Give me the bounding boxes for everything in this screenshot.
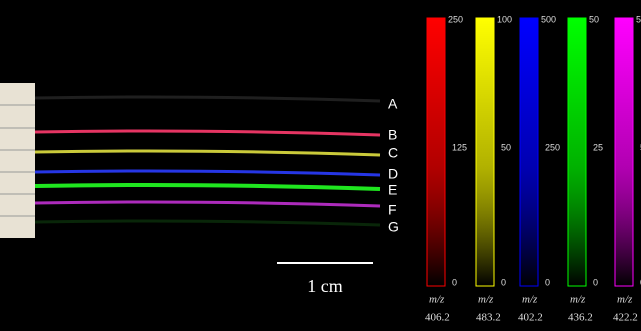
colorbar-max: 50	[589, 14, 599, 24]
colorbar-mid: 50	[501, 142, 511, 152]
mz-unit: m/z	[617, 294, 633, 306]
colorbar-min: 0	[501, 277, 506, 287]
mz-unit: m/z	[429, 294, 445, 306]
lane-label: F	[388, 202, 397, 218]
mz-unit: m/z	[570, 294, 586, 306]
mz-unit: m/z	[522, 294, 538, 306]
mz-value: 436.2	[568, 312, 593, 324]
mz-value: 402.2	[518, 312, 543, 324]
colorbar-max: 250	[448, 14, 463, 24]
colorbar-min: 0	[593, 277, 598, 287]
ruler	[0, 83, 35, 238]
lane-label: B	[388, 127, 397, 143]
scale-bar-label: 1 cm	[307, 276, 343, 296]
mz-value: 406.2	[425, 312, 450, 324]
lane-label: C	[388, 145, 398, 161]
mz-unit: m/z	[478, 294, 494, 306]
colorbar	[427, 18, 445, 286]
figure: ABCDEFG 1 cm 2501250m/z406.2100500m/z483…	[0, 0, 641, 331]
colorbar-mid: 125	[452, 142, 467, 152]
colorbar-mid: 250	[545, 142, 560, 152]
mz-value: 422.2	[613, 312, 638, 324]
colorbar-max: 500	[541, 14, 556, 24]
colorbar	[568, 18, 586, 286]
lane-label: D	[388, 166, 398, 182]
colorbar-mid: 25	[593, 142, 603, 152]
mz-value: 483.2	[476, 312, 501, 324]
colorbar	[476, 18, 494, 286]
colorbar-min: 0	[452, 277, 457, 287]
colorbar	[520, 18, 538, 286]
lane-label: G	[388, 219, 399, 235]
colorbar-min: 0	[545, 277, 550, 287]
colorbar-max: 100	[497, 14, 512, 24]
lane-label: E	[388, 182, 397, 198]
colorbar	[615, 18, 633, 286]
lane-label: A	[388, 96, 398, 112]
colorbar-max: 5	[636, 14, 641, 24]
